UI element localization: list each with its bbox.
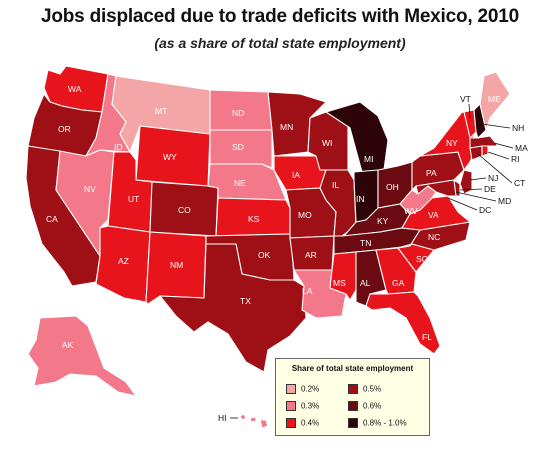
legend-swatch	[348, 383, 358, 394]
leader-nj	[469, 177, 487, 181]
label-sd: SD	[232, 142, 244, 152]
leader-ma	[493, 142, 514, 149]
label-ne: NE	[234, 178, 246, 188]
label-az: AZ	[118, 256, 129, 266]
legend-item-0.8-1.0: 0.8% - 1.0%	[348, 417, 407, 429]
label-ky: KY	[377, 216, 389, 226]
label-tn: TN	[360, 238, 371, 248]
label-wv: WV	[404, 206, 418, 216]
label-nj: NJ	[488, 173, 498, 183]
leader-dc	[447, 197, 478, 211]
state-me[interactable]	[479, 71, 511, 131]
label-id: ID	[114, 142, 123, 152]
map-title: Jobs displaced due to trade deficits wit…	[40, 6, 520, 27]
label-sc: SC	[416, 254, 428, 264]
label-in: IN	[356, 194, 365, 204]
label-il: IL	[332, 180, 339, 190]
state-hi-1[interactable]	[239, 413, 247, 421]
label-mt: MT	[155, 106, 167, 116]
label-pa: PA	[426, 168, 437, 178]
legend-item-0.4: 0.4%	[286, 417, 319, 429]
label-tx: TX	[240, 296, 251, 306]
label-ar: AR	[305, 250, 317, 260]
legend-swatch	[286, 417, 296, 428]
state-hi-3[interactable]	[259, 419, 269, 429]
label-ia: IA	[292, 170, 300, 180]
label-mi: MI	[364, 154, 373, 164]
label-wy: WY	[163, 152, 177, 162]
label-nc: NC	[428, 232, 440, 242]
state-fl[interactable]	[365, 291, 441, 355]
state-hi-2[interactable]	[249, 416, 257, 423]
legend-swatch	[348, 400, 358, 411]
label-vt: VT	[460, 94, 471, 104]
state-ct[interactable]	[469, 145, 483, 161]
legend-swatch	[286, 383, 296, 394]
label-wa: WA	[68, 84, 82, 94]
label-de: DE	[484, 184, 496, 194]
legend-swatch	[286, 400, 296, 411]
legend-title: Share of total state employment	[291, 364, 414, 373]
label-mn: MN	[280, 122, 293, 132]
leader-ct	[477, 153, 513, 184]
label-mo: MO	[298, 210, 312, 220]
label-ks: KS	[248, 214, 260, 224]
leader-ri	[487, 151, 510, 160]
label-ok: OK	[258, 250, 271, 260]
state-de[interactable]	[453, 179, 461, 197]
legend-item-0.5: 0.5%	[348, 383, 381, 395]
state-nj[interactable]	[459, 169, 473, 195]
label-ca: CA	[46, 214, 58, 224]
label-oh: OH	[386, 182, 399, 192]
leader-nh	[481, 123, 511, 129]
label-md: MD	[498, 196, 511, 206]
legend-swatch	[348, 417, 358, 428]
label-or: OR	[58, 124, 71, 134]
label-hi: HI	[218, 413, 227, 423]
label-ut: UT	[128, 194, 139, 204]
label-dc: DC	[479, 205, 491, 215]
legend: Share of total state employment 0.2% 0.3…	[275, 358, 430, 436]
label-ct: CT	[514, 178, 525, 188]
label-nv: NV	[84, 184, 96, 194]
legend-item-0.3: 0.3%	[286, 400, 319, 412]
state-tx[interactable]	[159, 243, 307, 373]
label-al: AL	[360, 278, 371, 288]
label-nh: NH	[512, 123, 524, 133]
state-ri[interactable]	[481, 145, 489, 157]
label-ak: AK	[62, 340, 74, 350]
label-ny: NY	[446, 138, 458, 148]
label-la: LA	[302, 286, 313, 296]
label-ms: MS	[333, 278, 346, 288]
label-wi: WI	[322, 138, 332, 148]
legend-item-0.6: 0.6%	[348, 400, 381, 412]
legend-item-0.2: 0.2%	[286, 383, 319, 395]
label-co: CO	[178, 205, 191, 215]
label-ga: GA	[392, 278, 405, 288]
leader-de	[459, 188, 483, 191]
label-fl: FL	[422, 332, 432, 342]
state-ak[interactable]	[27, 315, 137, 397]
label-ma: MA	[515, 143, 528, 153]
label-nm: NM	[170, 260, 183, 270]
map-subtitle: (as a share of total state employment)	[154, 35, 406, 51]
label-va: VA	[428, 210, 439, 220]
state-nh[interactable]	[473, 103, 487, 139]
label-nd: ND	[232, 108, 244, 118]
leader-vt	[468, 103, 471, 119]
label-ri: RI	[511, 154, 520, 164]
label-me: ME	[488, 94, 501, 104]
leader-md	[455, 191, 497, 202]
